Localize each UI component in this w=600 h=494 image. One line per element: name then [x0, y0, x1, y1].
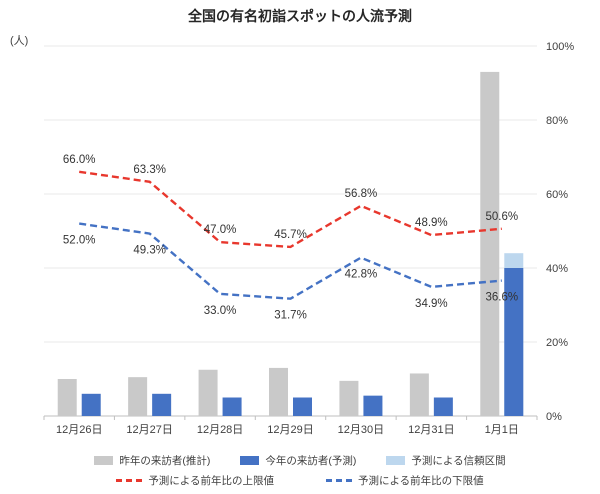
bar-this-year-visitors [152, 393, 172, 416]
legend-item-lower-bound: 予測による前年比の下限値 [326, 473, 484, 488]
legend-label-this-year-visitors: 今年の来訪者(予測) [265, 455, 357, 467]
legend-row-lines: 予測による前年比の上限値 予測による前年比の下限値 [0, 473, 600, 488]
bar-last-year-visitors [269, 367, 288, 416]
legend-item-this-year-visitors: 今年の来訪者(予測) [240, 453, 356, 468]
chart-title: 全国の有名初詣スポットの人流予測 [188, 8, 412, 24]
legend-swatch-lightblue-bar [386, 456, 406, 465]
data-label: 34.9% [415, 298, 448, 310]
legend-label-lower-bound: 予測による前年比の下限値 [358, 475, 484, 487]
bar-this-year-visitors [433, 397, 453, 416]
line-yoy-lower-bound [79, 222, 502, 300]
x-axis-category-label: 12月30日 [338, 424, 384, 436]
legend-swatch-red-dashed-line [116, 479, 143, 482]
data-label: 48.9% [415, 217, 448, 229]
right-axis-tick-label: 0% [546, 411, 562, 423]
bar-this-year-visitors [222, 397, 242, 416]
data-label: 33.0% [204, 305, 237, 317]
bar-this-year-visitors [363, 395, 383, 416]
plot-area: 0% 20% 40% 60% 80% 100% 12月26日 12月27日 12月28日 12月2… [43, 41, 574, 436]
x-axis-category-label: 12月31日 [408, 424, 454, 436]
legend-item-last-year-visitors: 昨年の来訪者(推計) [94, 453, 210, 468]
data-label: 31.7% [274, 310, 307, 322]
legend-item-upper-bound: 予測による前年比の上限値 [116, 473, 274, 488]
right-axis-tick-label: 80% [546, 115, 568, 127]
data-label: 47.0% [204, 224, 237, 236]
bar-last-year-visitors [339, 380, 359, 416]
legend-label-confidence-interval: 予測による信頼区間 [411, 455, 506, 467]
legend-label-upper-bound: 予測による前年比の上限値 [148, 475, 274, 487]
right-axis-tick-label: 20% [546, 337, 568, 349]
legend-item-confidence-interval: 予測による信頼区間 [386, 453, 506, 468]
data-label: 36.6% [485, 292, 518, 304]
legend-row-bars: 昨年の来訪者(推計) 今年の来訪者(予測) 予測による信頼区間 [0, 453, 600, 468]
data-label: 42.8% [345, 269, 378, 281]
data-label: 49.3% [133, 245, 166, 257]
right-axis-tick-label: 60% [546, 189, 568, 201]
bar-this-year-visitors [81, 393, 101, 416]
data-label: 45.7% [274, 229, 307, 241]
bar-last-year-visitors [480, 71, 500, 417]
data-label: 63.3% [133, 164, 166, 176]
left-axis-unit-label: (人) [10, 35, 29, 47]
bar-last-year-visitors [409, 373, 429, 416]
x-axis-category-label: 1月1日 [485, 424, 519, 436]
x-axis-category-label: 12月26日 [56, 424, 102, 436]
x-axis-category-label: 12月28日 [197, 424, 243, 436]
bar-last-year-visitors [198, 369, 218, 416]
legend-label-last-year-visitors: 昨年の来訪者(推計) [119, 455, 211, 467]
right-axis-tick-label: 40% [546, 263, 568, 275]
data-label: 56.8% [345, 188, 378, 200]
bar-last-year-visitors [57, 379, 77, 416]
bar-this-year-visitors [293, 397, 312, 416]
x-axis-category-label: 12月29日 [267, 424, 313, 436]
legend-swatch-blue-bar [240, 456, 260, 465]
bar-last-year-visitors [128, 377, 148, 416]
data-label: 50.6% [485, 211, 518, 223]
legend-swatch-blue-dashed-line [326, 479, 352, 482]
bar-this-year-visitors [504, 268, 524, 416]
legend: 昨年の来訪者(推計) 今年の来訪者(予測) 予測による信頼区間 予測による前年比… [0, 453, 600, 488]
line-yoy-upper-bound [79, 170, 502, 249]
x-axis-category-label: 12月27日 [126, 424, 172, 436]
data-label: 52.0% [63, 235, 96, 247]
legend-swatch-gray-bar [94, 456, 114, 465]
data-label: 66.0% [63, 154, 96, 166]
right-axis-tick-label: 100% [546, 41, 574, 53]
